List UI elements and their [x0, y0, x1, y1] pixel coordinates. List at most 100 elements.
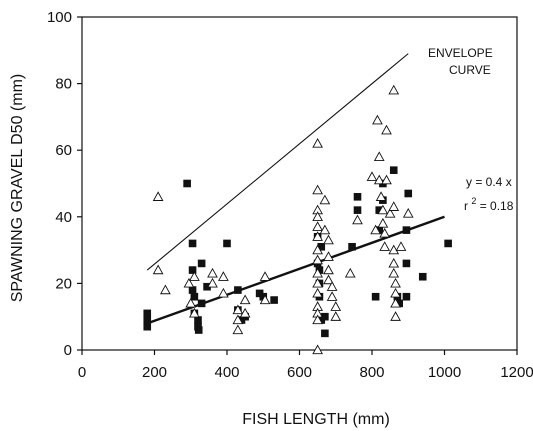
open-triangle-point: [381, 174, 392, 185]
x-tick-label: 0: [78, 364, 86, 381]
open-triangle-point: [259, 271, 271, 281]
x-axis-title: FISH LENGTH (mm): [242, 411, 390, 428]
open-triangle-point: [319, 194, 331, 205]
filled-square-point: [270, 296, 278, 304]
filled-square-point: [375, 226, 384, 234]
open-triangle-point: [381, 124, 392, 135]
open-triangle-point: [373, 151, 385, 161]
y-tick-label: 40: [55, 209, 72, 226]
y-tick-label: 20: [55, 275, 72, 292]
open-triangle-point: [366, 171, 378, 181]
open-triangle-point: [232, 304, 244, 315]
filled-square-point: [197, 299, 206, 308]
filled-square-point: [371, 292, 380, 301]
open-triangle-point: [312, 184, 323, 195]
filled-square-point: [234, 286, 242, 294]
regression-line: [146, 215, 445, 325]
filled-square-point: [223, 239, 231, 248]
open-triangle-point: [232, 324, 244, 335]
r-squared-value: = 0.18: [480, 199, 514, 213]
envelope-curve-line: [146, 53, 409, 271]
filled-square-point: [188, 239, 197, 248]
envelope-label-line2: CURVE: [449, 63, 491, 77]
filled-square-point: [353, 206, 362, 214]
open-triangle-point: [207, 277, 218, 288]
filled-square-point: [353, 193, 362, 201]
open-triangle-point: [390, 277, 401, 288]
data-points: [143, 84, 452, 355]
open-triangle-point: [370, 224, 381, 235]
open-triangle-point: [330, 301, 342, 311]
open-triangle-point: [388, 267, 400, 278]
open-triangle-point: [259, 294, 271, 305]
open-triangle-point: [232, 314, 244, 325]
open-triangle-point: [312, 344, 323, 355]
open-triangle-point: [323, 264, 334, 275]
filled-square-point: [418, 272, 427, 281]
filled-square-point: [321, 329, 329, 338]
open-triangle-point: [375, 191, 387, 201]
filled-square-point: [190, 292, 199, 301]
filled-square-point: [315, 266, 324, 274]
envelope-label-line1: ENVELOPE: [428, 46, 493, 60]
open-triangle-point: [390, 297, 401, 308]
open-triangle-point: [312, 221, 323, 231]
x-tick-label: 600: [287, 364, 312, 381]
filled-square-point: [444, 239, 452, 248]
open-triangle-point: [384, 207, 396, 218]
filled-square-point: [348, 242, 356, 251]
trend-lines: [146, 53, 445, 325]
open-triangle-point: [388, 84, 400, 95]
open-triangle-point: [185, 297, 197, 308]
open-triangle-point: [312, 314, 323, 325]
open-triangle-point: [388, 244, 400, 255]
open-triangle-point: [330, 311, 342, 321]
open-triangle-point: [379, 241, 391, 251]
filled-square-point: [375, 206, 384, 214]
x-tick-label: 400: [214, 364, 239, 381]
filled-square-point: [317, 242, 326, 251]
filled-square-point: [321, 312, 329, 321]
filled-square-point: [183, 179, 191, 188]
filled-square-point: [259, 292, 268, 301]
open-triangle-point: [323, 234, 334, 245]
open-triangle-point: [377, 204, 389, 215]
x-tick-label: 1200: [500, 364, 533, 381]
open-triangle-point: [189, 271, 200, 281]
open-triangle-point: [352, 214, 363, 225]
filled-square-point: [188, 266, 197, 274]
r-squared-prefix: r: [464, 199, 468, 213]
open-triangle-point: [323, 274, 334, 285]
open-triangle-point: [312, 277, 323, 288]
regression-equation: y = 0.4 x: [466, 175, 512, 189]
y-tick-label: 100: [47, 9, 72, 26]
open-triangle-point: [312, 211, 323, 221]
open-triangle-point: [323, 251, 334, 261]
filled-square-point: [402, 226, 411, 234]
open-triangle-point: [152, 191, 164, 201]
filled-square-point: [194, 316, 202, 324]
filled-square-point: [395, 299, 403, 308]
open-triangle-point: [312, 244, 323, 255]
filled-square-point: [389, 166, 398, 174]
filled-square-point: [143, 316, 152, 324]
open-triangle-point: [372, 114, 383, 125]
open-triangle-point: [379, 227, 391, 238]
open-triangle-point: [326, 291, 338, 301]
open-triangle-point: [319, 224, 331, 235]
filled-square-point: [402, 259, 411, 268]
filled-square-point: [402, 292, 411, 301]
open-triangle-point: [390, 311, 401, 321]
open-triangle-point: [388, 201, 400, 211]
filled-square-point: [203, 282, 211, 291]
x-tick-label: 1000: [428, 364, 461, 381]
open-triangle-point: [189, 307, 200, 318]
open-triangle-point: [388, 257, 400, 268]
y-tick-label: 60: [55, 142, 72, 159]
open-triangle-point: [160, 284, 171, 295]
r-squared-label: r 2 = 0.18: [464, 193, 514, 213]
open-triangle-point: [390, 287, 401, 298]
y-axis-title: SPAWNING GRAVEL D50 (mm): [9, 74, 26, 302]
x-tick-label: 200: [142, 364, 167, 381]
